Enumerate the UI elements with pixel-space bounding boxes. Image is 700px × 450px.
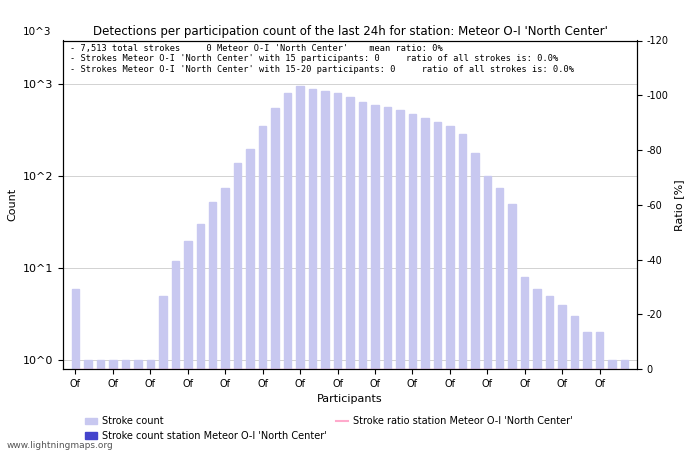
Bar [309, 89, 316, 450]
Bar [583, 333, 591, 450]
Y-axis label: Ratio [%]: Ratio [%] [674, 179, 685, 230]
Bar [484, 176, 491, 450]
Bar [209, 202, 216, 450]
Y-axis label: Count: Count [7, 188, 18, 221]
Bar [421, 118, 428, 450]
Bar [409, 114, 416, 450]
Bar [246, 148, 254, 450]
Title: Detections per participation count of the last 24h for station: Meteor O-I 'Nort: Detections per participation count of th… [92, 25, 608, 38]
Bar [471, 153, 479, 450]
Bar [272, 108, 279, 450]
Bar [221, 188, 229, 450]
Bar [159, 296, 167, 450]
Bar [371, 105, 379, 450]
Bar [334, 93, 342, 450]
Bar [571, 316, 578, 450]
Bar [172, 261, 179, 450]
Bar [321, 91, 329, 450]
Bar [496, 188, 503, 450]
Bar [346, 97, 354, 450]
Bar [458, 134, 466, 450]
Bar [97, 360, 104, 450]
Bar [146, 360, 154, 450]
Bar [396, 110, 404, 450]
Bar [546, 296, 554, 450]
Bar [259, 126, 267, 450]
Bar [521, 277, 528, 450]
Bar [234, 163, 241, 450]
Bar [559, 305, 566, 450]
Legend: Stroke count, Stroke count station Meteor O-I 'North Center', Stroke ratio stati: Stroke count, Stroke count station Meteo… [81, 413, 577, 445]
Bar [621, 360, 629, 450]
Bar [596, 333, 603, 450]
Bar [384, 108, 391, 450]
Bar [296, 86, 304, 450]
Bar [184, 240, 192, 450]
Text: 10^3: 10^3 [23, 27, 51, 37]
Bar [433, 122, 441, 450]
Bar [122, 360, 129, 450]
Bar [134, 360, 141, 450]
Bar [197, 225, 204, 450]
Bar [109, 360, 117, 450]
Bar [533, 288, 541, 450]
Bar [446, 126, 454, 450]
Bar [71, 288, 79, 450]
Text: - 7,513 total strokes     0 Meteor O-I 'North Center'    mean ratio: 0%
- Stroke: - 7,513 total strokes 0 Meteor O-I 'Nort… [70, 44, 574, 74]
Bar [608, 360, 616, 450]
Bar [84, 360, 92, 450]
Text: www.lightningmaps.org: www.lightningmaps.org [7, 441, 113, 450]
Bar [358, 102, 366, 450]
X-axis label: Participants: Participants [317, 394, 383, 404]
Bar [508, 204, 516, 450]
Bar [284, 93, 291, 450]
